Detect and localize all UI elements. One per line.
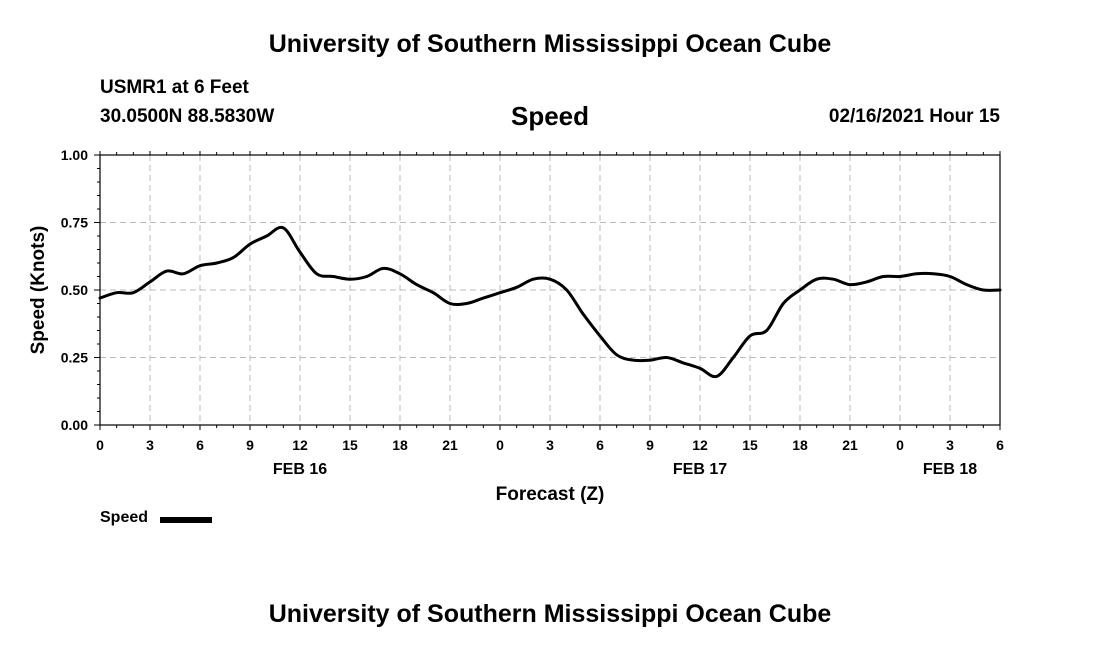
- x-tick-label: 21: [842, 437, 858, 453]
- y-tick-label: 0.00: [61, 417, 88, 433]
- timestamp-label: 02/16/2021 Hour 15: [828, 106, 1000, 127]
- x-tick-label: 18: [792, 437, 808, 453]
- x-tick-label: 9: [246, 437, 254, 453]
- x-tick-label: 3: [946, 437, 954, 453]
- legend-line-swatch: [160, 517, 212, 523]
- tick-labels: 0 3 6 9 12 15 18 21 0 3 6 9 12 15 18 21 0 3 6 FEB 16 FEB 17 F…: [61, 147, 1004, 478]
- x-axis-label: Forecast (Z): [496, 484, 605, 505]
- y-tick-label: 1.00: [61, 147, 88, 163]
- date-label: FEB 18: [923, 461, 977, 478]
- y-axis-label: Speed (Knots): [28, 226, 49, 355]
- legend-label: Speed: [100, 509, 149, 526]
- x-tick-label: 3: [146, 437, 154, 453]
- y-tick-label: 0.75: [61, 215, 88, 231]
- date-label: FEB 16: [273, 461, 327, 478]
- footer-title: University of Southern Mississippi Ocean…: [268, 600, 832, 628]
- x-tick-label: 0: [96, 437, 104, 453]
- x-tick-label: 12: [292, 437, 308, 453]
- x-tick-label: 6: [596, 437, 604, 453]
- x-tick-label: 9: [646, 437, 654, 453]
- x-tick-label: 15: [742, 437, 758, 453]
- y-tick-label: 0.50: [61, 282, 88, 298]
- x-tick-label: 0: [496, 437, 504, 453]
- grid: [100, 155, 1000, 425]
- ticks: [94, 151, 1001, 430]
- x-tick-label: 6: [196, 437, 204, 453]
- x-tick-label: 18: [392, 437, 408, 453]
- date-label: FEB 17: [673, 461, 727, 478]
- main-title: University of Southern Mississippi Ocean…: [268, 30, 832, 58]
- station-label: USMR1 at 6 Feet: [100, 77, 249, 98]
- x-tick-label: 15: [342, 437, 358, 453]
- speed-series-line: [98, 225, 1002, 379]
- coordinates-label: 30.0500N 88.5830W: [100, 106, 275, 127]
- chart-title: Speed: [510, 101, 590, 131]
- x-tick-label: 12: [692, 437, 708, 453]
- x-tick-label: 21: [442, 437, 458, 453]
- x-tick-label: 3: [546, 437, 554, 453]
- x-tick-label: 6: [996, 437, 1004, 453]
- y-tick-label: 0.25: [61, 350, 88, 366]
- x-tick-label: 0: [896, 437, 904, 453]
